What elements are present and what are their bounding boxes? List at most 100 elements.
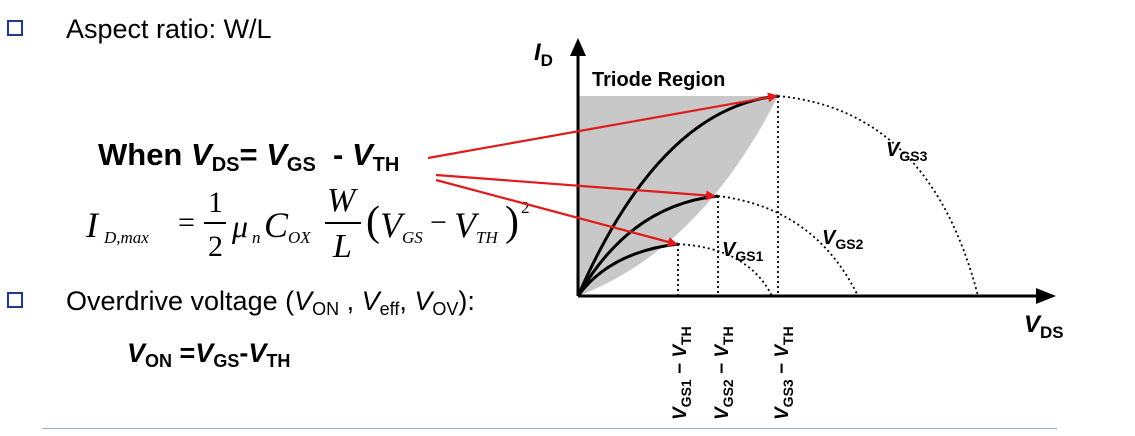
curve-label-sub: GS3 xyxy=(899,148,927,164)
curve-label-v: V xyxy=(722,239,737,261)
von-v1: V xyxy=(127,338,146,368)
overdrive-term-v: V xyxy=(294,286,313,316)
tick-v2: V xyxy=(670,344,691,358)
overdrive-term-v: V xyxy=(361,286,380,316)
red-arrow-to-vgs3 xyxy=(427,92,778,160)
von-eq: = xyxy=(172,338,196,368)
tick-mid: − xyxy=(712,358,733,380)
tick-label-vgs2-vth: VGS2 − VTH xyxy=(712,326,736,420)
overdrive-suffix: ): xyxy=(458,286,475,316)
curve-label-vgs2: VGS2 xyxy=(822,227,864,252)
condition-s1: DS xyxy=(211,154,240,176)
von-equation: VON =VGS-VTH xyxy=(127,338,290,372)
tick-s1: GS1 xyxy=(678,379,694,407)
formula-c: C xyxy=(264,205,289,245)
formula-frac2-num: W xyxy=(327,182,356,219)
tick-s1: GS2 xyxy=(720,379,736,407)
curve-vgs1-dotted xyxy=(677,243,773,297)
von-dash: - xyxy=(239,338,249,368)
curve-vgs1-solid xyxy=(576,242,679,297)
condition-minus: - xyxy=(315,137,352,172)
tick-s2: TH xyxy=(780,326,796,345)
tick-v1: V xyxy=(712,406,733,420)
formula-vgs: V xyxy=(380,205,402,245)
tick-v2: V xyxy=(712,344,733,358)
condition-prefix: When xyxy=(98,137,191,172)
formula-frac2-bar xyxy=(325,222,361,224)
von-s1: ON xyxy=(145,351,173,371)
y-axis-arrow-icon xyxy=(570,38,586,56)
condition-text: When VDS= VGS - VTH xyxy=(98,137,399,177)
curve-label-sub: GS1 xyxy=(735,248,763,264)
formula-minus: − xyxy=(430,206,447,239)
overdrive-term-sub: eff xyxy=(379,299,400,319)
x-axis-label: VDS xyxy=(1024,311,1064,342)
condition-eq: = xyxy=(239,137,267,172)
curve-label-sub: GS2 xyxy=(835,236,863,252)
curve-label-vgs1: VGS1 xyxy=(722,239,764,264)
formula-eq: = xyxy=(178,206,195,239)
overdrive-text: Overdrive voltage (VON , Veff, VOV): xyxy=(66,286,475,320)
bullet-square-icon xyxy=(7,292,23,308)
condition-v3: V xyxy=(351,137,373,172)
condition-s2: GS xyxy=(286,154,316,176)
von-v3: V xyxy=(248,338,267,368)
tick-mid: − xyxy=(772,358,793,380)
overdrive-term-v: V xyxy=(414,286,433,316)
formula-frac1-num: 1 xyxy=(208,186,223,219)
red-arrow-to-vgs1 xyxy=(435,178,678,247)
curve-label-v: V xyxy=(822,227,837,249)
tick-v1: V xyxy=(772,406,793,420)
y-axis-sub: D xyxy=(541,51,553,70)
x-axis-arrow-icon xyxy=(1036,288,1056,304)
x-axis-sub: DS xyxy=(1040,323,1064,342)
y-axis-var: I xyxy=(534,39,542,66)
von-s2: GS xyxy=(213,351,240,371)
formula-frac1-den: 2 xyxy=(208,230,223,263)
curve-label-v: V xyxy=(886,139,901,161)
formula-exp: 2 xyxy=(521,198,530,217)
tick-v1: V xyxy=(670,406,691,420)
formula-vth: V xyxy=(454,205,476,245)
curve-label-vgs3: VGS3 xyxy=(886,139,928,164)
formula-c-sub: OX xyxy=(288,228,311,247)
formula-vth-sub: TH xyxy=(476,228,498,247)
triode-region-shade xyxy=(578,96,778,296)
formula-mu: μ xyxy=(232,208,249,244)
svg-text:VGS3 − VTH: VGS3 − VTH xyxy=(772,326,796,420)
curve-vgs3-solid xyxy=(576,94,779,297)
svg-text:VGS2 − VTH: VGS2 − VTH xyxy=(712,326,736,420)
formula-frac2-den: L xyxy=(333,228,352,265)
von-v2: V xyxy=(195,338,214,368)
red-arrow-to-vgs2 xyxy=(435,173,716,201)
x-axis-var: V xyxy=(1024,311,1042,338)
bullet-square-icon xyxy=(7,20,23,36)
overdrive-term-sub: OV xyxy=(432,299,459,319)
overdrive-term-sub: ON xyxy=(312,299,340,319)
formula-paren-open: ( xyxy=(366,199,380,245)
tick-label-vgs1-vth: VGS1 − VTH xyxy=(670,326,694,420)
tick-label-vgs3-vth: VGS3 − VTH xyxy=(772,326,796,420)
tick-mid: − xyxy=(670,358,691,380)
von-s3: TH xyxy=(266,351,291,371)
tick-v2: V xyxy=(772,344,793,358)
condition-s3: TH xyxy=(372,154,400,176)
formula-vgs-sub: GS xyxy=(402,228,423,247)
overdrive-prefix: Overdrive voltage ( xyxy=(66,286,295,316)
aspect-ratio-text: Aspect ratio: W/L xyxy=(66,14,272,44)
overdrive-sep: , xyxy=(339,286,362,316)
formula-paren-close: ) xyxy=(505,199,519,245)
curve-vgs2-solid xyxy=(576,194,719,297)
formula-frac1-bar xyxy=(204,222,226,224)
tick-s2: TH xyxy=(678,326,694,345)
tick-s2: TH xyxy=(720,326,736,345)
formula-mu-sub: n xyxy=(252,228,261,247)
condition-v2: V xyxy=(266,137,287,172)
triode-region-label: Triode Region xyxy=(592,69,725,91)
curve-vgs3-dotted xyxy=(777,95,979,297)
svg-text:VGS1 − VTH: VGS1 − VTH xyxy=(670,326,694,420)
tick-s1: GS3 xyxy=(780,379,796,407)
bottom-divider xyxy=(42,428,1057,429)
formula-lhs-sub: D,max xyxy=(104,228,149,247)
